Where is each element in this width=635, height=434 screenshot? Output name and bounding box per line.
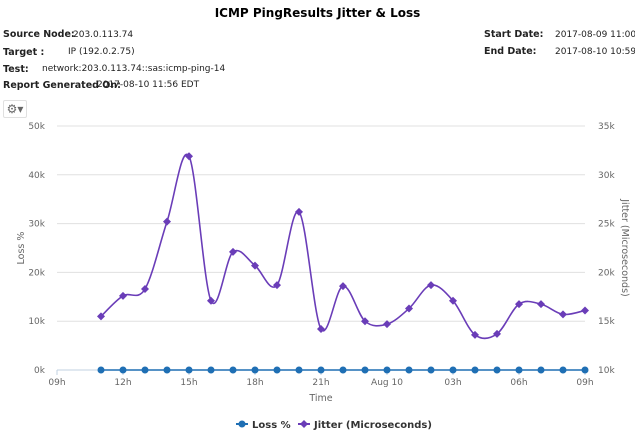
- x-tick-label: 18h: [246, 378, 263, 388]
- y-right-tick-label: 25k: [598, 220, 615, 230]
- report-title: ICMP PingResults Jitter & Loss: [214, 6, 421, 20]
- x-tick-label: 09h: [48, 378, 65, 388]
- x-tick-label: 21h: [312, 378, 329, 388]
- loss-point: [295, 366, 303, 374]
- x-tick-label: 09h: [576, 378, 593, 388]
- jitter-point: [405, 304, 413, 313]
- loss-point: [229, 366, 237, 374]
- y-right-tick-label: 35k: [598, 122, 615, 132]
- x-axis-title: Time: [308, 393, 332, 404]
- loss-point: [471, 366, 479, 374]
- report-generated-label: Report Generated On:: [3, 80, 121, 91]
- jitter-point: [295, 207, 303, 216]
- y-left-tick-label: 30k: [28, 220, 45, 230]
- x-tick-label: 06h: [510, 378, 527, 388]
- jitter-point: [383, 320, 391, 329]
- loss-point: [119, 366, 127, 374]
- y-left-tick-label: 20k: [28, 268, 45, 278]
- y-right-tick-label: 15k: [598, 317, 615, 327]
- loss-point: [515, 366, 523, 374]
- jitter-point: [229, 247, 237, 256]
- loss-point: [317, 366, 325, 374]
- loss-point: [185, 366, 193, 374]
- legend-circle-icon: [238, 420, 246, 428]
- y-right-tick-label: 20k: [598, 268, 615, 278]
- jitter-point: [515, 300, 523, 309]
- loss-point: [339, 366, 347, 374]
- jitter-point: [361, 317, 369, 326]
- target-value: IP (192.0.2.75): [68, 47, 135, 57]
- source-node-value: 203.0.113.74: [73, 30, 134, 40]
- loss-point: [383, 366, 391, 374]
- y-left-axis-title: Loss %: [16, 232, 27, 265]
- jitter-point: [449, 296, 457, 305]
- start-date-label: Start Date:: [484, 29, 544, 40]
- target-label: Target :: [3, 47, 45, 58]
- end-date-value: 2017-08-10 10:59: [555, 47, 635, 57]
- test-value: network:203.0.113.74::sas:icmp-ping-14: [42, 64, 226, 74]
- report-generated-value: 2017-08-10 11:56 EDT: [97, 80, 200, 90]
- y-left-tick-label: 50k: [28, 122, 45, 132]
- end-date-label: End Date:: [484, 46, 537, 57]
- loss-point: [97, 366, 105, 374]
- loss-point: [405, 366, 413, 374]
- loss-point: [141, 366, 149, 374]
- jitter-point: [317, 325, 325, 334]
- loss-point: [361, 366, 369, 374]
- loss-point: [251, 366, 259, 374]
- x-tick-label: Aug 10: [371, 378, 403, 388]
- y-right-tick-label: 30k: [598, 171, 615, 181]
- loss-point: [273, 366, 281, 374]
- jitter-point: [185, 152, 193, 161]
- loss-point: [493, 366, 501, 374]
- gear-icon: ⚙▾: [6, 102, 24, 116]
- jitter-point: [141, 284, 149, 293]
- start-date-value: 2017-08-09 11:00: [555, 30, 635, 40]
- jitter-point: [559, 310, 567, 319]
- y-left-tick-label: 40k: [28, 171, 45, 181]
- jitter-point: [581, 306, 589, 315]
- jitter-point: [207, 296, 215, 305]
- jitter-point: [163, 217, 171, 226]
- jitter-point: [97, 312, 105, 321]
- jitter-point: [427, 281, 435, 290]
- jitter-point: [493, 329, 501, 338]
- jitter-point: [273, 281, 281, 290]
- loss-point: [449, 366, 457, 374]
- legend-item-label: Loss %: [252, 420, 291, 431]
- jitter-point: [537, 300, 545, 309]
- legend-diamond-icon: [300, 420, 308, 428]
- y-left-tick-label: 10k: [28, 317, 45, 327]
- y-right-tick-label: 10k: [598, 366, 615, 376]
- y-left-tick-label: 0k: [34, 366, 46, 376]
- loss-point: [559, 366, 567, 374]
- x-tick-label: 15h: [180, 378, 197, 388]
- loss-point: [163, 366, 171, 374]
- jitter-point: [119, 291, 127, 300]
- series-line-jitter: [100, 153, 586, 340]
- x-tick-label: 03h: [444, 378, 461, 388]
- jitter-point: [251, 261, 259, 270]
- jitter-point: [471, 330, 479, 339]
- loss-point: [581, 366, 589, 374]
- jitter-point: [339, 282, 347, 291]
- test-label: Test:: [3, 64, 29, 75]
- loss-point: [537, 366, 545, 374]
- loss-point: [427, 366, 435, 374]
- x-tick-label: 12h: [114, 378, 131, 388]
- legend-item-label: Jitter (Microseconds): [313, 420, 432, 431]
- y-right-axis-title: Jitter (Microseconds): [619, 198, 630, 296]
- source-node-label: Source Node:: [3, 29, 75, 40]
- loss-point: [207, 366, 215, 374]
- chart-menu-button[interactable]: ⚙▾: [3, 100, 27, 118]
